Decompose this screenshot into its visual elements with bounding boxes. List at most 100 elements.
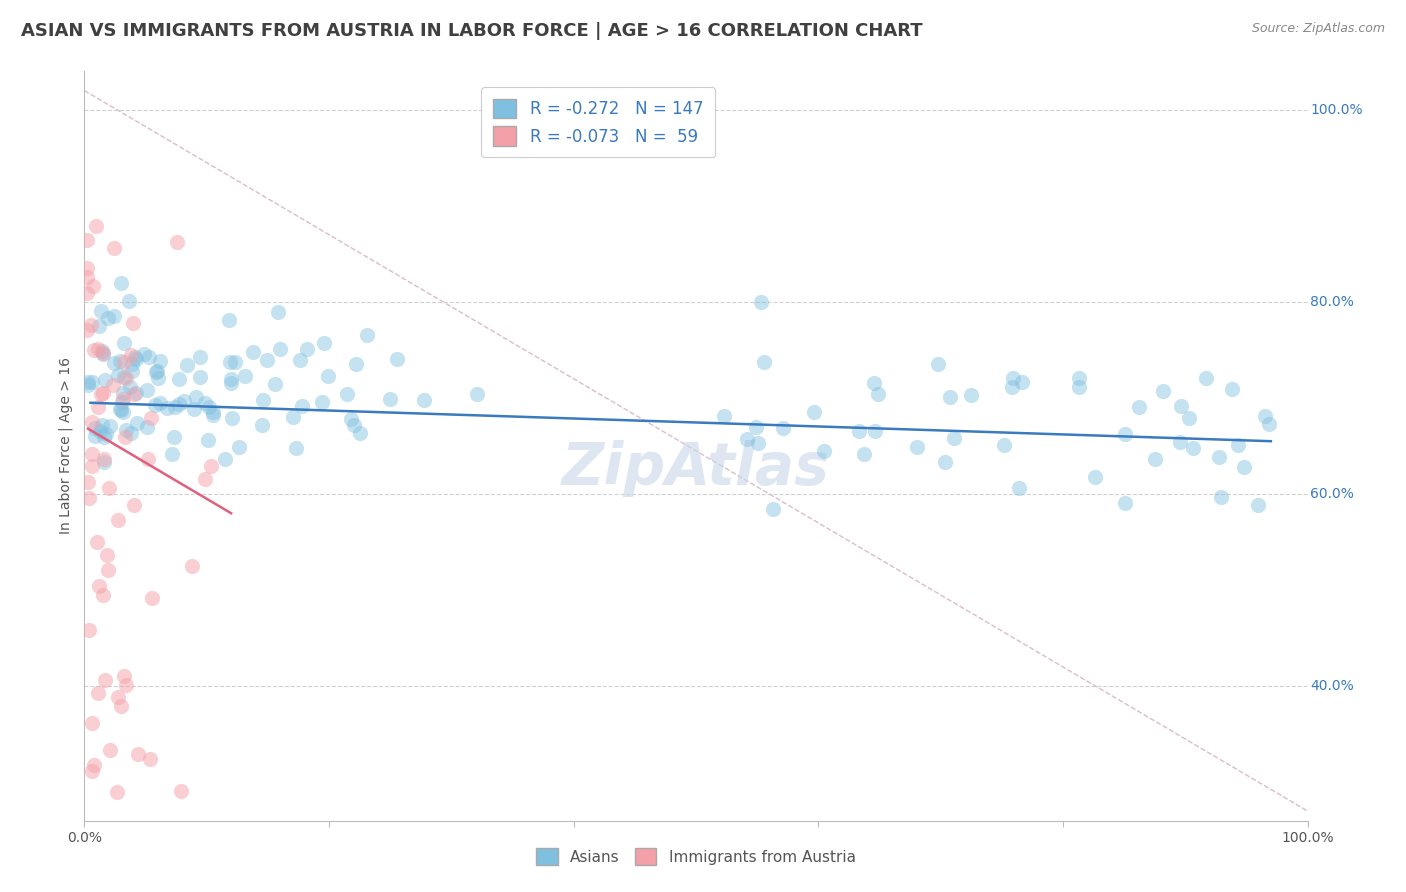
Point	[163, 430, 186, 444]
Point	[1001, 380, 1024, 394]
Point	[82, 447, 104, 461]
Point	[1114, 496, 1136, 510]
Point	[813, 444, 835, 458]
Point	[267, 305, 290, 319]
Point	[139, 752, 162, 766]
Point	[112, 385, 135, 400]
Point	[1258, 417, 1281, 431]
Point	[120, 380, 142, 394]
Point	[311, 395, 333, 409]
Point	[77, 475, 100, 489]
Point	[242, 345, 264, 359]
Point	[160, 447, 183, 461]
Point	[1211, 490, 1233, 504]
Point	[94, 426, 117, 441]
Point	[90, 418, 112, 433]
Point	[252, 393, 274, 408]
Point	[112, 354, 135, 368]
Point	[122, 498, 145, 512]
Point	[91, 588, 114, 602]
Point	[198, 400, 221, 414]
Point	[112, 336, 135, 351]
Point	[312, 335, 335, 350]
Point	[250, 417, 273, 432]
Point	[122, 387, 145, 401]
Point	[201, 405, 224, 419]
Point	[465, 387, 488, 401]
Point	[934, 455, 956, 469]
Point	[1168, 435, 1191, 450]
Point	[118, 294, 141, 309]
Point	[91, 347, 114, 361]
Point	[132, 347, 155, 361]
Point	[87, 342, 110, 356]
Point	[1170, 399, 1192, 413]
Point	[77, 377, 100, 392]
Point	[166, 235, 188, 249]
Point	[218, 312, 240, 326]
Point	[90, 387, 112, 401]
Point	[165, 400, 187, 414]
Point	[94, 673, 117, 687]
Point	[82, 459, 104, 474]
Point	[1194, 371, 1216, 385]
Point	[90, 304, 112, 318]
Point	[283, 410, 305, 425]
Point	[110, 276, 132, 290]
Point	[181, 559, 204, 574]
Point	[145, 365, 167, 379]
Point	[83, 758, 105, 772]
Point	[295, 342, 318, 356]
Point	[167, 397, 190, 411]
Point	[77, 491, 100, 506]
Point	[93, 454, 115, 468]
Point	[194, 396, 217, 410]
Point	[343, 417, 366, 432]
Point	[110, 698, 132, 713]
Point	[194, 472, 217, 486]
Point	[385, 352, 408, 367]
Point	[184, 390, 207, 404]
Point	[285, 441, 308, 455]
Text: 100.0%: 100.0%	[1310, 103, 1362, 117]
Point	[87, 686, 110, 700]
Point	[233, 368, 256, 383]
Point	[101, 378, 124, 392]
Point	[114, 430, 136, 444]
Point	[197, 434, 219, 448]
Point	[115, 423, 138, 437]
Point	[107, 690, 129, 704]
Point	[93, 452, 115, 467]
Point	[76, 260, 98, 275]
Point	[1177, 410, 1199, 425]
Point	[852, 447, 875, 461]
Point	[89, 578, 111, 592]
Point	[224, 355, 246, 369]
Point	[927, 357, 949, 371]
Text: ZipAtlas: ZipAtlas	[562, 440, 830, 497]
Point	[412, 392, 434, 407]
Point	[183, 401, 205, 416]
Point	[91, 385, 114, 400]
Point	[1182, 441, 1205, 455]
Point	[713, 409, 735, 424]
Point	[344, 357, 367, 371]
Point	[112, 370, 135, 384]
Point	[107, 513, 129, 527]
Point	[1069, 380, 1091, 394]
Point	[188, 350, 211, 364]
Point	[98, 743, 121, 757]
Point	[146, 371, 169, 385]
Point	[107, 368, 129, 383]
Point	[112, 669, 135, 683]
Point	[1011, 375, 1033, 389]
Point	[938, 390, 960, 404]
Point	[93, 430, 115, 444]
Point	[111, 392, 134, 406]
Point	[256, 352, 278, 367]
Text: 40.0%: 40.0%	[1310, 679, 1354, 693]
Point	[170, 784, 193, 798]
Point	[120, 425, 142, 440]
Point	[82, 279, 104, 293]
Point	[111, 405, 134, 419]
